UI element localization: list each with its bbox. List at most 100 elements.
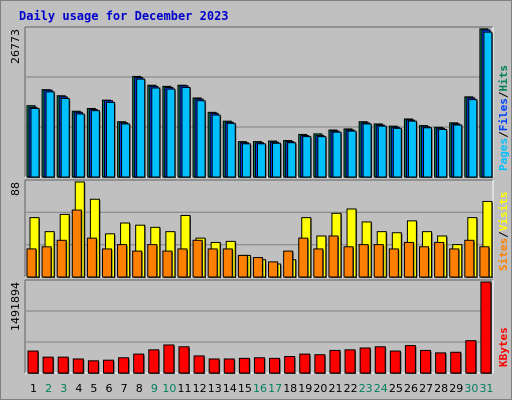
legend: Pages/Files/Hits	[497, 65, 510, 171]
sites-bar	[237, 254, 249, 278]
pages-bar-fill	[121, 123, 131, 178]
kbytes-bar	[57, 356, 70, 374]
sites-bar	[26, 248, 37, 278]
kbytes-bar	[329, 349, 341, 374]
x-tick-label: 23	[359, 382, 373, 395]
pages-bar	[483, 31, 493, 179]
sites-bar	[101, 248, 113, 278]
kbytes-bar-fill	[435, 352, 447, 374]
pages-bar	[181, 86, 191, 178]
kbytes-bar	[208, 358, 221, 374]
kbytes-bar-fill	[269, 357, 281, 374]
kbytes-bar-fill	[133, 353, 145, 374]
kbytes-bar-fill	[208, 358, 220, 374]
sites-bar	[388, 248, 400, 278]
x-tick-label: 26	[404, 382, 418, 395]
kbytes-bar	[27, 350, 39, 374]
sites-bar	[464, 239, 475, 278]
x-tick-label: 27	[419, 382, 433, 395]
kbytes-bar	[284, 356, 296, 374]
kbytes-bar-fill	[374, 346, 386, 374]
pages-bar-fill	[287, 142, 297, 178]
pages-bar	[377, 125, 388, 178]
pages-bar	[453, 124, 463, 178]
kbytes-bar-fill	[389, 350, 401, 374]
kbytes-bar	[223, 358, 236, 374]
kbytes-bar	[389, 350, 402, 374]
kbytes-bar	[450, 351, 462, 374]
kbytes-bar-fill	[102, 359, 114, 374]
legend: Sites/Visits	[497, 192, 510, 272]
sites-bar	[479, 246, 490, 278]
kbytes-bar-fill	[284, 356, 296, 374]
sites-bar-fill	[207, 248, 218, 278]
pages-bar	[287, 142, 297, 178]
pages-bar	[468, 99, 478, 178]
x-tick-label: 17	[268, 382, 282, 395]
kbytes-bar-fill	[118, 357, 130, 374]
sites-bar-fill	[177, 248, 188, 278]
x-tick-label: 15	[238, 382, 252, 395]
legend-entry: /	[497, 91, 510, 98]
y-max-label: 1491894	[9, 282, 22, 331]
pages-bar-fill	[90, 110, 100, 178]
kbytes-bar	[87, 360, 100, 374]
kbytes-bar	[42, 356, 55, 374]
sites-bar	[71, 209, 83, 278]
pages-bar-fill	[317, 136, 327, 178]
kbytes-bar	[404, 345, 417, 374]
sites-bar	[373, 244, 385, 278]
kbytes-bar-fill	[178, 346, 190, 374]
x-tick-label: 10	[162, 382, 176, 395]
legend: KBytes	[497, 327, 510, 367]
kbytes-bar	[163, 344, 175, 374]
sites-bar	[419, 246, 430, 278]
pages-bar	[75, 113, 86, 178]
pages-bar	[211, 114, 222, 178]
x-tick-label: 21	[328, 382, 342, 395]
legend-entry: Pages	[497, 138, 510, 171]
pages-bar-fill	[241, 143, 251, 178]
x-tick-label: 5	[90, 382, 97, 395]
sites-bar-fill	[252, 257, 263, 278]
kbytes-bar-fill	[223, 358, 235, 374]
sites-bar-fill	[222, 248, 233, 278]
kbytes-bar	[238, 357, 251, 374]
kbytes-bar-fill	[404, 345, 416, 374]
sites-bar	[132, 250, 143, 278]
pages-bar-fill	[196, 100, 206, 178]
kbytes-bar	[193, 355, 206, 374]
sites-bar	[403, 241, 415, 278]
pages-bar-fill	[468, 99, 478, 178]
pages-bar	[136, 78, 146, 178]
x-tick-label: 28	[434, 382, 448, 395]
kbytes-bar-fill	[87, 360, 99, 374]
x-tick-label: 2	[45, 382, 52, 395]
pages-bar	[226, 122, 237, 178]
sites-bar-fill	[56, 239, 67, 278]
kbytes-bar	[299, 353, 311, 374]
sites-bar-fill	[192, 239, 203, 278]
x-tick-label: 3	[60, 382, 67, 395]
kbytes-bar	[344, 349, 357, 374]
sites-bar-fill	[373, 244, 384, 278]
pages-bar-fill	[377, 125, 387, 178]
sites-bar-fill	[26, 248, 37, 278]
legend-entry: Hits	[497, 65, 510, 92]
x-tick-label: 20	[313, 382, 327, 395]
pages-bar-fill	[423, 127, 433, 178]
y-max-label: 26773	[9, 29, 22, 64]
legend-entry: Sites	[497, 238, 510, 271]
sites-bar	[177, 248, 188, 278]
pages-bar-fill	[60, 98, 70, 178]
legend-entry: Files	[497, 98, 510, 131]
sites-bar	[41, 246, 53, 278]
sites-bar	[86, 237, 98, 278]
kbytes-bar-fill	[299, 353, 311, 374]
pages-bar-fill	[105, 101, 115, 178]
kbytes-bar	[133, 353, 145, 374]
x-tick-label: 8	[136, 382, 143, 395]
pages-bar	[392, 127, 403, 178]
pages-bar	[121, 123, 131, 178]
sites-bar-fill	[388, 248, 399, 278]
